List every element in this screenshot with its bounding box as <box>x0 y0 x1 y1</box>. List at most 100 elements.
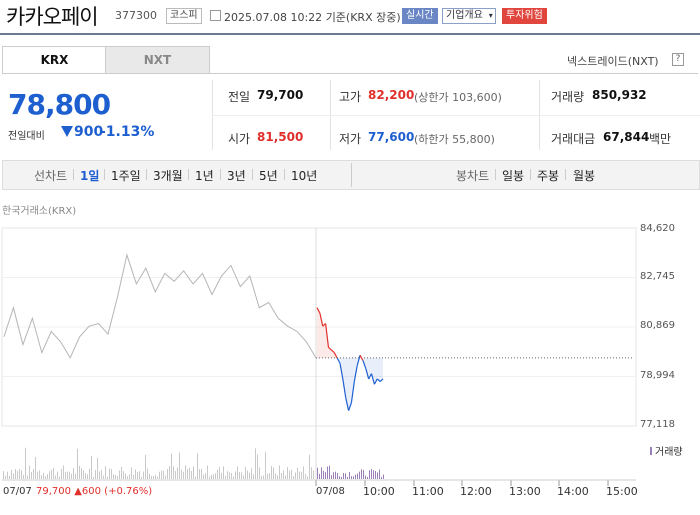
period-5y[interactable]: 5년 <box>259 169 278 183</box>
today-line-segment <box>350 381 355 403</box>
divider <box>565 169 566 180</box>
prev-day-date: 07/07 <box>3 486 32 497</box>
low-value: 77,600 <box>368 130 415 144</box>
today-line-segment <box>316 307 321 314</box>
volume-bar <box>363 470 364 479</box>
period-1d[interactable]: 1일 <box>80 169 100 183</box>
volume-bar <box>183 471 184 479</box>
tab-nxt[interactable]: NXT <box>105 46 210 74</box>
divider <box>351 163 352 187</box>
x-tick: 12:00 <box>460 485 492 498</box>
period-3m[interactable]: 3개월 <box>153 169 183 183</box>
volume-bar <box>113 474 114 479</box>
volume-bar <box>27 475 28 479</box>
volume-bar <box>257 454 258 479</box>
volume-bar <box>165 475 166 479</box>
volume-bar <box>311 467 312 479</box>
high-value: 82,200 <box>368 88 415 102</box>
volume-bar <box>249 472 250 479</box>
today-line-segment <box>330 349 335 354</box>
volume-bar <box>269 473 270 479</box>
volume-bar <box>39 470 40 479</box>
volume-bar <box>185 465 186 479</box>
today-line-segment <box>365 368 370 380</box>
y-tick: 78,994 <box>640 370 675 381</box>
volume-bar <box>237 466 238 479</box>
volume-bar <box>313 470 314 479</box>
today-area-segment <box>368 357 372 379</box>
today-area-segment <box>380 357 383 382</box>
volume-bar <box>153 476 154 479</box>
volume-bar <box>181 469 182 479</box>
volume-bar <box>283 470 284 479</box>
volume-value: 850,932 <box>592 88 647 102</box>
volume-bar <box>299 471 300 479</box>
divider <box>220 169 221 180</box>
today-area-segment <box>331 349 335 358</box>
tab-krx[interactable]: KRX <box>2 46 107 74</box>
volume-bar <box>47 474 48 479</box>
volume-bar <box>317 467 318 479</box>
volume-bar <box>157 476 158 479</box>
volume-bar <box>255 448 256 479</box>
volume-bar <box>187 469 188 479</box>
today-line-segment <box>339 363 344 380</box>
volume-bar <box>209 476 210 479</box>
volume-bar <box>97 457 98 479</box>
volume-bar <box>81 468 82 479</box>
help-icon[interactable]: ? <box>672 53 684 66</box>
volume-bar <box>281 472 282 479</box>
volume-bar <box>3 471 4 479</box>
volume-bar <box>51 469 52 479</box>
volume-bar <box>331 475 332 479</box>
volume-bar <box>173 466 174 479</box>
volume-bar <box>349 472 350 479</box>
today-area-segment <box>365 357 369 379</box>
period-3y[interactable]: 3년 <box>227 169 246 183</box>
volume-bar <box>135 469 136 479</box>
price-chart[interactable] <box>0 222 700 515</box>
volume-bar <box>303 466 304 479</box>
period-1y[interactable]: 1년 <box>195 169 214 183</box>
volume-bar <box>373 470 374 479</box>
volume-bar <box>345 473 346 479</box>
volume-bar <box>229 472 230 479</box>
volume-bar <box>253 474 254 479</box>
today-line-segment <box>362 360 367 369</box>
change-amount-value: 900 <box>74 124 104 140</box>
period-10y[interactable]: 10년 <box>291 169 318 183</box>
change-label: 전일대비 <box>8 131 45 142</box>
volume-bar <box>197 453 198 479</box>
period-daily[interactable]: 일봉 <box>502 169 525 183</box>
risk-tag: 투자위험 <box>502 8 547 24</box>
volume-bar <box>115 474 116 479</box>
volume-bar <box>379 469 380 479</box>
volume-bar <box>355 474 356 479</box>
volume-bar <box>161 470 162 479</box>
up-arrow-icon: ▲ <box>74 486 82 497</box>
volume-bar <box>359 471 360 479</box>
period-weekly[interactable]: 주봉 <box>537 169 560 183</box>
today-area-segment <box>342 357 346 398</box>
volume-bar <box>333 472 334 479</box>
volume-bar <box>169 466 170 479</box>
period-1w[interactable]: 1주일 <box>111 169 141 183</box>
volume-bar <box>105 466 106 479</box>
volume-bar <box>219 467 220 479</box>
volume-bar <box>375 470 376 479</box>
volume-bar <box>207 465 208 479</box>
volume-bar <box>341 476 342 479</box>
company-info-select[interactable]: 기업개요 ▾ <box>442 8 496 24</box>
open-label: 시가 <box>228 132 251 146</box>
volume-bar <box>11 469 12 479</box>
prev-day-line <box>3 253 317 359</box>
volume-bar <box>79 465 80 479</box>
volume-bar <box>167 469 168 479</box>
volume-bar <box>45 476 46 479</box>
volume-bar <box>295 472 296 479</box>
volume-bar <box>57 471 58 479</box>
nextrade-link[interactable]: 넥스트레이드(NXT) <box>567 55 659 68</box>
volume-bar <box>35 456 36 479</box>
today-area-segment <box>371 357 375 385</box>
period-monthly[interactable]: 월봉 <box>573 169 596 183</box>
